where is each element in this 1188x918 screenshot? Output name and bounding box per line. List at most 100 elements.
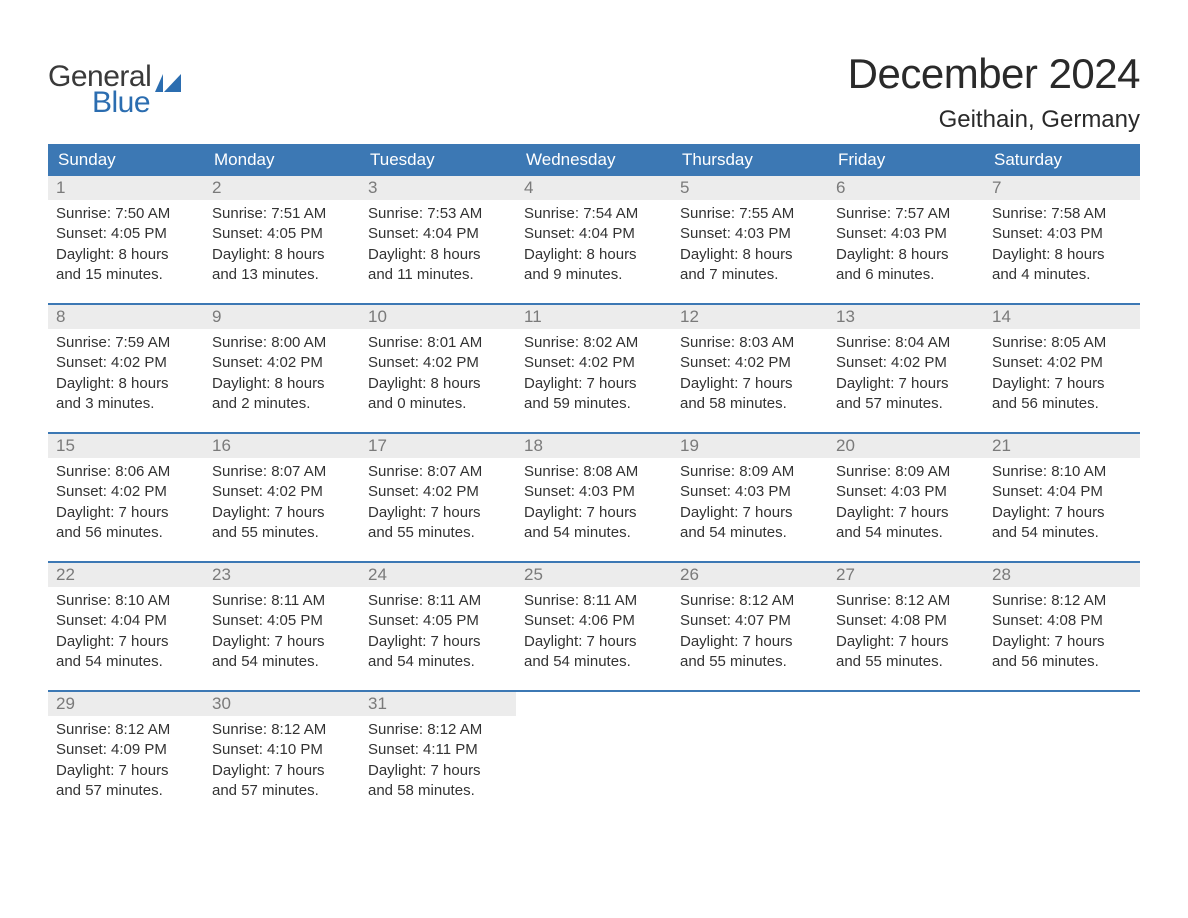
day-sunrise: Sunrise: 8:10 AM	[56, 591, 196, 611]
day-number-row: 25	[516, 563, 672, 587]
day-d1: Daylight: 7 hours	[524, 374, 664, 394]
day-sunrise: Sunrise: 7:53 AM	[368, 204, 508, 224]
day-body: Sunrise: 8:03 AMSunset: 4:02 PMDaylight:…	[672, 329, 828, 414]
day-body: Sunrise: 8:07 AMSunset: 4:02 PMDaylight:…	[360, 458, 516, 543]
day-number-row: 19	[672, 434, 828, 458]
day-number-row: 14	[984, 305, 1140, 329]
day-sunset: Sunset: 4:03 PM	[680, 224, 820, 244]
day-number: 9	[204, 307, 221, 327]
calendar-day-cell: 14Sunrise: 8:05 AMSunset: 4:02 PMDayligh…	[984, 305, 1140, 420]
day-sunrise: Sunrise: 8:12 AM	[836, 591, 976, 611]
calendar-day-cell: 30Sunrise: 8:12 AMSunset: 4:10 PMDayligh…	[204, 692, 360, 807]
day-number-row: 12	[672, 305, 828, 329]
day-d1: Daylight: 8 hours	[368, 245, 508, 265]
day-body: Sunrise: 8:00 AMSunset: 4:02 PMDaylight:…	[204, 329, 360, 414]
day-number: 20	[828, 436, 855, 456]
calendar-day-cell: 5Sunrise: 7:55 AMSunset: 4:03 PMDaylight…	[672, 176, 828, 291]
day-d1: Daylight: 8 hours	[212, 245, 352, 265]
day-sunrise: Sunrise: 8:09 AM	[680, 462, 820, 482]
day-sunset: Sunset: 4:02 PM	[368, 353, 508, 373]
day-sunset: Sunset: 4:03 PM	[524, 482, 664, 502]
day-sunset: Sunset: 4:03 PM	[680, 482, 820, 502]
day-sunset: Sunset: 4:02 PM	[56, 353, 196, 373]
dow-tuesday: Tuesday	[360, 150, 516, 170]
calendar-day-cell	[984, 692, 1140, 807]
logo-text-blue: Blue	[92, 88, 181, 118]
day-d1: Daylight: 8 hours	[836, 245, 976, 265]
day-number: 18	[516, 436, 543, 456]
calendar-day-cell: 6Sunrise: 7:57 AMSunset: 4:03 PMDaylight…	[828, 176, 984, 291]
day-sunset: Sunset: 4:02 PM	[368, 482, 508, 502]
dow-monday: Monday	[204, 150, 360, 170]
day-number: 22	[48, 565, 75, 585]
day-number-row: 23	[204, 563, 360, 587]
calendar-day-cell: 26 Sunrise: 8:12 AMSunset: 4:07 PMDayligh…	[672, 563, 828, 678]
day-d2: and 55 minutes.	[836, 652, 976, 672]
day-sunset: Sunset: 4:02 PM	[524, 353, 664, 373]
day-d1: Daylight: 8 hours	[368, 374, 508, 394]
day-body: Sunrise: 8:09 AMSunset: 4:03 PMDaylight:…	[672, 458, 828, 543]
day-d2: and 58 minutes.	[368, 781, 508, 801]
day-d2: and 13 minutes.	[212, 265, 352, 285]
day-number-row: 11	[516, 305, 672, 329]
day-sunset: Sunset: 4:09 PM	[56, 740, 196, 760]
day-number: 14	[984, 307, 1011, 327]
day-d2: and 56 minutes.	[992, 652, 1132, 672]
day-d1: Daylight: 8 hours	[992, 245, 1132, 265]
day-number: 28	[984, 565, 1011, 585]
day-d2: and 56 minutes.	[992, 394, 1132, 414]
day-body: Sunrise: 8:02 AMSunset: 4:02 PMDaylight:…	[516, 329, 672, 414]
day-sunrise: Sunrise: 7:57 AM	[836, 204, 976, 224]
day-d1: Daylight: 7 hours	[56, 761, 196, 781]
header: General Blue December 2024 Geithain, Ger…	[48, 50, 1140, 134]
day-d2: and 2 minutes.	[212, 394, 352, 414]
day-number: 21	[984, 436, 1011, 456]
day-sunset: Sunset: 4:10 PM	[212, 740, 352, 760]
day-sunset: Sunset: 4:05 PM	[212, 224, 352, 244]
day-number-row: 8	[48, 305, 204, 329]
day-d1: Daylight: 7 hours	[368, 632, 508, 652]
day-number-row: 30	[204, 692, 360, 716]
day-number: 19	[672, 436, 699, 456]
day-number: 24	[360, 565, 387, 585]
day-number: 26	[672, 565, 699, 585]
dow-saturday: Saturday	[984, 150, 1140, 170]
day-number-row: 17	[360, 434, 516, 458]
calendar-day-cell: 20Sunrise: 8:09 AMSunset: 4:03 PMDayligh…	[828, 434, 984, 549]
dow-sunday: Sunday	[48, 150, 204, 170]
day-sunrise: Sunrise: 8:00 AM	[212, 333, 352, 353]
day-sunset: Sunset: 4:04 PM	[992, 482, 1132, 502]
day-number: 25	[516, 565, 543, 585]
day-d2: and 15 minutes.	[56, 265, 196, 285]
day-d2: and 56 minutes.	[56, 523, 196, 543]
calendar-day-cell: 16Sunrise: 8:07 AMSunset: 4:02 PMDayligh…	[204, 434, 360, 549]
day-d2: and 54 minutes.	[368, 652, 508, 672]
day-sunset: Sunset: 4:08 PM	[992, 611, 1132, 631]
day-number-row: 16	[204, 434, 360, 458]
day-body: Sunrise: 7:50 AMSunset: 4:05 PMDaylight:…	[48, 200, 204, 285]
day-sunrise: Sunrise: 8:11 AM	[524, 591, 664, 611]
day-d2: and 55 minutes.	[680, 652, 820, 672]
day-body: Sunrise: 7:51 AMSunset: 4:05 PMDaylight:…	[204, 200, 360, 285]
day-number-row: 22	[48, 563, 204, 587]
day-sunrise: Sunrise: 8:12 AM	[680, 591, 820, 611]
day-sunset: Sunset: 4:05 PM	[56, 224, 196, 244]
calendar-day-cell: 22Sunrise: 8:10 AMSunset: 4:04 PMDayligh…	[48, 563, 204, 678]
day-sunrise: Sunrise: 7:55 AM	[680, 204, 820, 224]
day-d1: Daylight: 7 hours	[680, 632, 820, 652]
day-d2: and 54 minutes.	[56, 652, 196, 672]
day-sunset: Sunset: 4:05 PM	[212, 611, 352, 631]
calendar-day-cell: 3Sunrise: 7:53 AMSunset: 4:04 PMDaylight…	[360, 176, 516, 291]
day-number-row: 10	[360, 305, 516, 329]
day-sunset: Sunset: 4:07 PM	[680, 611, 820, 631]
day-d1: Daylight: 7 hours	[368, 761, 508, 781]
calendar-day-cell: 24Sunrise: 8:11 AMSunset: 4:05 PMDayligh…	[360, 563, 516, 678]
day-sunrise: Sunrise: 8:07 AM	[212, 462, 352, 482]
day-d2: and 57 minutes.	[56, 781, 196, 801]
calendar-day-cell: 27Sunrise: 8:12 AMSunset: 4:08 PMDayligh…	[828, 563, 984, 678]
day-sunset: Sunset: 4:04 PM	[368, 224, 508, 244]
day-sunrise: Sunrise: 7:51 AM	[212, 204, 352, 224]
day-d1: Daylight: 7 hours	[56, 503, 196, 523]
day-body: Sunrise: 7:55 AMSunset: 4:03 PMDaylight:…	[672, 200, 828, 285]
day-d2: and 54 minutes.	[524, 523, 664, 543]
